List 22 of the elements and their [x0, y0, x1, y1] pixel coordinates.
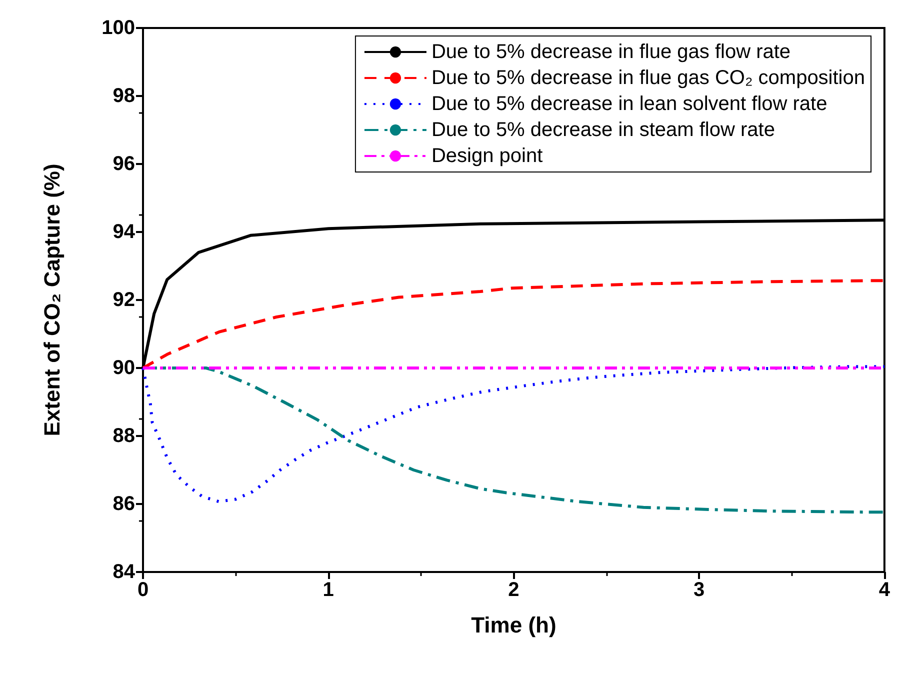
- line-series: [142, 279, 886, 370]
- y-tick-label: 100: [102, 17, 135, 39]
- y-tick-label: 92: [112, 289, 135, 311]
- y-tick-label: 86: [112, 493, 135, 515]
- y-tick-label: 88: [112, 425, 135, 447]
- legend-label: Due to 5% decrease in flue gas CO₂ composition: [431, 67, 865, 89]
- x-axis-title: Time (h): [471, 612, 556, 638]
- legend-label: Design point: [431, 145, 544, 167]
- y-axis-title: Extent of CO₂ Capture (%): [40, 164, 64, 436]
- x-tick-label: 2: [508, 579, 520, 601]
- legend-label: Due to 5% decrease in flue gas flow rate: [431, 41, 791, 63]
- y-tick-label: 84: [112, 561, 136, 583]
- y-tick-label: 94: [112, 221, 136, 243]
- x-tick-label: 0: [137, 579, 149, 601]
- legend-label: Due to 5% decrease in steam flow rate: [431, 119, 775, 141]
- y-tick-label: 98: [112, 85, 135, 107]
- y-tick-label: 96: [112, 153, 135, 175]
- legend-label: Due to 5% decrease in lean solvent flow rate: [431, 93, 828, 115]
- x-tick-label: 3: [694, 579, 705, 601]
- x-tick-label: 4: [878, 579, 891, 601]
- x-tick-label: 1: [322, 579, 334, 601]
- y-tick-label: 90: [112, 357, 135, 379]
